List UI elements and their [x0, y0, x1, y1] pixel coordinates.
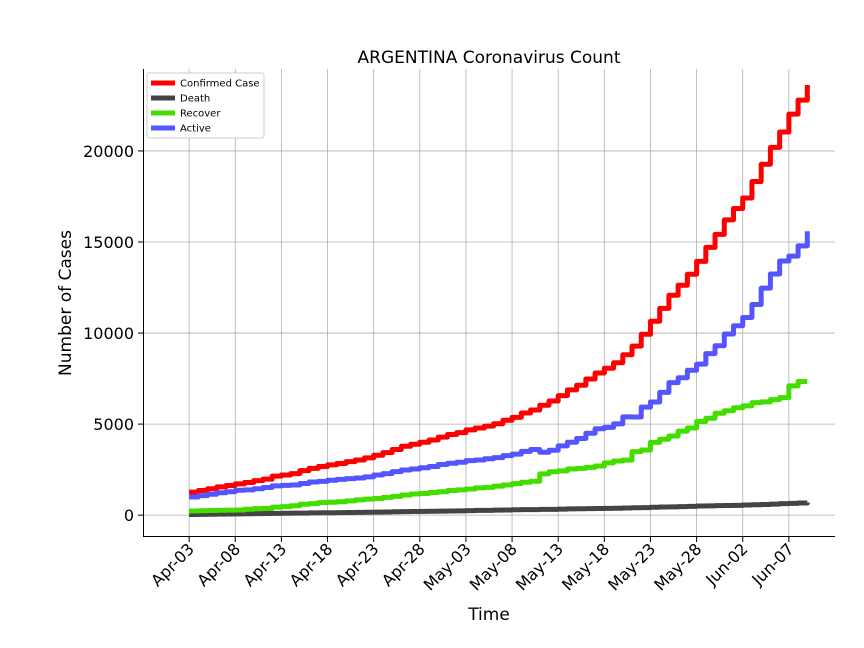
- x-tick-label: Apr-18: [286, 539, 337, 590]
- y-tick-label: 15000: [83, 233, 134, 252]
- x-tick-label: Jun-02: [701, 539, 751, 589]
- series-line-death: [189, 500, 810, 517]
- x-ticks: Apr-03Apr-08Apr-13Apr-18Apr-23Apr-28May-…: [147, 537, 798, 595]
- legend: Confirmed Case Death Recover Active: [146, 72, 265, 139]
- x-tick-label: Apr-08: [193, 539, 244, 590]
- legend-box: [146, 72, 265, 139]
- chart-title: ARGENTINA Coronavirus Count: [358, 48, 621, 68]
- x-tick-label: May-18: [558, 539, 613, 594]
- x-tick-label: May-23: [604, 539, 659, 594]
- x-tick-label: Apr-23: [332, 539, 383, 590]
- series-line-recover: [189, 378, 808, 514]
- y-tick-label: 10000: [83, 324, 134, 343]
- y-axis-label: Number of Cases: [56, 230, 76, 376]
- legend-label: Recover: [180, 109, 221, 120]
- series-line-active: [189, 231, 810, 500]
- plot-area: [189, 85, 810, 517]
- x-tick-label: May-13: [512, 539, 567, 594]
- legend-label: Confirmed Case: [180, 79, 260, 90]
- x-tick-label: May-28: [650, 539, 705, 594]
- series-line-confirmed-case: [189, 85, 810, 495]
- y-tick-label: 5000: [93, 415, 134, 434]
- axes: [143, 69, 835, 537]
- x-axis-label: Time: [467, 605, 510, 625]
- y-tick-label: 20000: [83, 142, 134, 161]
- x-tick-label: Jun-07: [747, 539, 797, 589]
- grid: [143, 69, 835, 537]
- legend-label: Active: [180, 124, 211, 135]
- x-tick-label: May-03: [420, 539, 475, 594]
- y-tick-label: 0: [124, 506, 134, 525]
- x-tick-label: Apr-03: [147, 539, 198, 590]
- x-tick-label: May-08: [466, 539, 521, 594]
- y-ticks: 0 5000 10000 15000 20000: [83, 142, 143, 525]
- x-tick-label: Apr-13: [239, 539, 290, 590]
- legend-label: Death: [180, 94, 210, 105]
